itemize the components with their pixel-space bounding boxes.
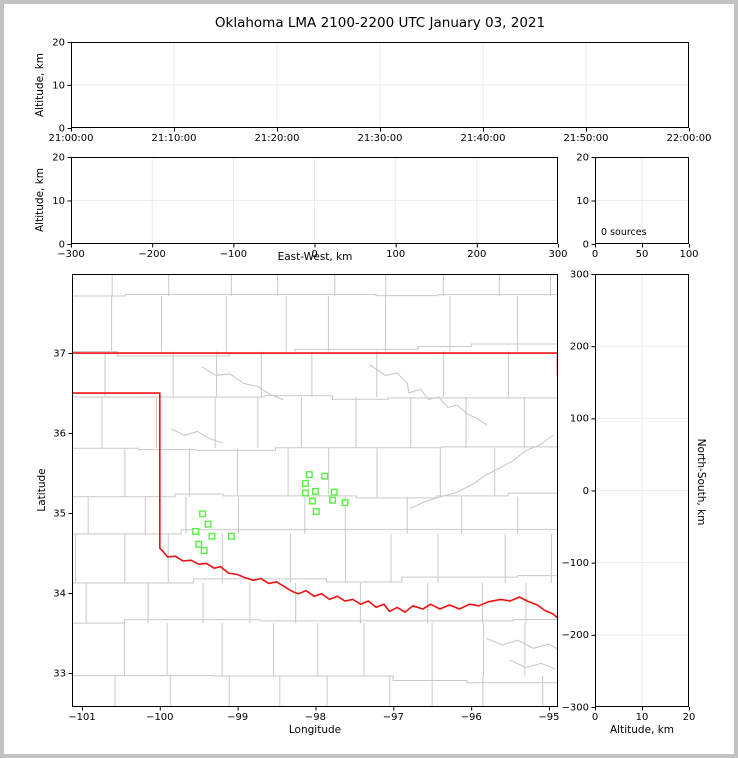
ew-height-ylabel: Altitude, km	[34, 167, 46, 233]
x-tick-label: 200	[467, 249, 486, 260]
x-tick-label: 0	[592, 249, 598, 260]
y-tick-label: −100	[562, 558, 589, 569]
x-tick-label: 300	[548, 249, 567, 260]
county-line	[72, 675, 558, 684]
y-tick-label: 34	[53, 588, 66, 599]
x-tick-label: −97	[383, 712, 404, 723]
y-tick-label: 0	[583, 486, 589, 497]
station-marker	[308, 497, 316, 505]
time_height-panel	[71, 42, 689, 128]
x-tick-label: −95	[538, 712, 559, 723]
alt_histogram-panel	[595, 157, 689, 244]
county-line	[72, 619, 558, 624]
y-tick-label: 37	[53, 348, 66, 359]
river-line	[202, 366, 284, 400]
y-tick-label: 200	[570, 342, 589, 353]
x-tick-label: −99	[227, 712, 248, 723]
y-tick-label: 0	[59, 123, 65, 134]
station-marker	[305, 471, 313, 479]
station-marker	[208, 532, 216, 540]
county-line	[72, 492, 558, 499]
y-tick-label: 10	[576, 196, 589, 207]
y-tick-label: 10	[52, 196, 65, 207]
y-tick-label: 300	[570, 269, 589, 280]
x-tick-label: −100	[220, 249, 247, 260]
y-tick-label: −200	[562, 630, 589, 641]
x-tick-label: 21:10:00	[152, 133, 197, 144]
x-tick-label: −98	[305, 712, 326, 723]
station-marker	[199, 510, 207, 518]
station-marker	[195, 540, 203, 548]
county-line	[72, 575, 558, 584]
river-line	[509, 659, 556, 670]
station-marker	[330, 488, 338, 496]
x-tick-label: −300	[57, 249, 84, 260]
y-tick-label: 20	[576, 152, 589, 163]
ns-height-ylabel: North-South, km	[695, 438, 707, 526]
station-marker	[301, 489, 309, 497]
station-marker	[192, 527, 200, 535]
time-height-ylabel: Altitude, km	[34, 52, 46, 118]
map-ylabel: Latitude	[36, 468, 48, 512]
station-marker	[200, 547, 208, 555]
x-tick-label: 21:40:00	[461, 133, 506, 144]
x-tick-label: 22:00:00	[667, 133, 712, 144]
x-tick-label: −101	[68, 712, 95, 723]
county-line	[72, 343, 558, 357]
ns-height-xlabel: Altitude, km	[609, 724, 675, 736]
x-tick-label: 21:20:00	[255, 133, 300, 144]
station-marker	[312, 507, 320, 515]
x-tick-label: 50	[636, 249, 649, 260]
ns_height-panel	[595, 274, 689, 707]
x-tick-label: −200	[138, 249, 165, 260]
map-layer	[72, 274, 558, 707]
station-marker	[204, 520, 212, 528]
x-tick-label: 21:30:00	[358, 133, 403, 144]
y-tick-label: 33	[53, 668, 66, 679]
map-xlabel: Longitude	[288, 724, 342, 736]
x-tick-label: 10	[636, 712, 649, 723]
state-border-line	[72, 392, 558, 620]
river-line	[369, 364, 488, 426]
x-tick-label: −96	[461, 712, 482, 723]
ew-height-xlabel: East-West, km	[277, 251, 353, 263]
x-tick-label: 100	[679, 249, 698, 260]
x-tick-label: 20	[683, 712, 696, 723]
y-tick-label: 20	[52, 37, 65, 48]
station-marker	[227, 532, 235, 540]
histogram-annotation: 0 sources	[601, 227, 647, 238]
lma-figure-plot: 21:00:00 21:10:00 21:20:00 21:30:00 21:40:00…	[49, 37, 712, 723]
y-tick-label: 0	[59, 239, 65, 250]
y-tick-label: 10	[52, 80, 65, 91]
station-marker	[301, 479, 309, 487]
y-tick-label: 100	[570, 414, 589, 425]
y-tick-label: 36	[53, 428, 66, 439]
x-tick-label: 0	[311, 249, 317, 260]
plan_view-panel	[72, 274, 558, 707]
x-tick-label: 21:50:00	[564, 133, 609, 144]
station-marker	[329, 496, 337, 504]
y-tick-label: 0	[583, 239, 589, 250]
x-tick-label: −100	[146, 712, 173, 723]
station-marker	[341, 499, 349, 507]
x-tick-label: 100	[386, 249, 405, 260]
plot-title: Oklahoma LMA 2100-2200 UTC January 03, 2…	[214, 15, 546, 31]
station-marker	[311, 487, 319, 495]
x-tick-label: 21:00:00	[49, 133, 94, 144]
river-line	[409, 434, 554, 509]
y-tick-label: 35	[53, 508, 66, 519]
river-line	[486, 638, 558, 650]
figure-canvas: 21:00:00 21:10:00 21:20:00 21:30:00 21:40:00…	[4, 4, 734, 754]
station-marker	[321, 472, 329, 480]
river-line	[170, 428, 223, 444]
y-tick-label: 20	[52, 152, 65, 163]
x-tick-label: 0	[592, 712, 598, 723]
y-tick-label: −300	[562, 702, 589, 713]
ew_height-panel	[71, 157, 558, 244]
county-line	[72, 293, 558, 297]
county-line	[72, 444, 558, 451]
county-line	[72, 395, 558, 400]
